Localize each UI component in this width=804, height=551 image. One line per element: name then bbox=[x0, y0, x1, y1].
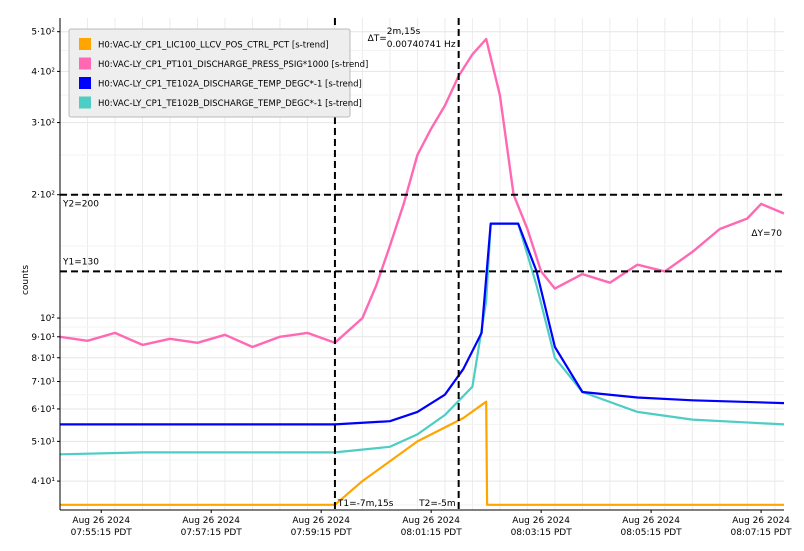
y-tick-label: 4·10¹ bbox=[31, 477, 55, 487]
cursor-y2-label: Y2=200 bbox=[62, 200, 99, 210]
cursor-t2-label: T2=-5m bbox=[418, 499, 456, 509]
delta-t-frequency: 0.00740741 Hz bbox=[387, 40, 456, 50]
x-tick-time: 07:57:15 PDT bbox=[181, 528, 243, 538]
legend-swatch bbox=[79, 57, 91, 70]
series-line-0 bbox=[60, 400, 784, 506]
y-tick-label: 2·10² bbox=[31, 191, 55, 201]
y-tick-label: 7·10¹ bbox=[31, 378, 55, 388]
x-tick-time: 07:59:15 PDT bbox=[291, 528, 353, 538]
y-tick-label: 3·10² bbox=[31, 119, 55, 129]
y-tick-label: 9·10¹ bbox=[31, 333, 55, 343]
legend-swatch bbox=[79, 77, 91, 89]
x-tick-date: Aug 26 2024 bbox=[732, 516, 790, 526]
legend-box bbox=[68, 28, 351, 118]
legend-swatch bbox=[79, 96, 91, 109]
legend-label: H0:VAC-LY_CP1_TE102A_DISCHARGE_TEMP_DEGC… bbox=[98, 80, 362, 90]
legend-swatch bbox=[79, 38, 91, 50]
y-tick-label: 4·10² bbox=[31, 67, 55, 77]
x-tick-date: Aug 26 2024 bbox=[402, 516, 460, 526]
x-tick-time: 08:05:15 PDT bbox=[621, 528, 683, 538]
y-tick-label: 5·10¹ bbox=[31, 437, 55, 447]
delta-t-prefix: ΔT= bbox=[368, 34, 387, 44]
legend[interactable]: H0:VAC-LY_CP1_LIC100_LLCV_POS_CTRL_PCT [… bbox=[68, 28, 368, 118]
x-tick-time: 08:03:15 PDT bbox=[511, 528, 573, 538]
y-axis-label: counts bbox=[21, 265, 31, 295]
series-layer bbox=[59, 37, 785, 506]
axes-layer: 4·10¹ 5·10¹ 6·10¹ 7·10¹ 8·10¹ 9·10¹ 10² 2·10² 3·… bbox=[31, 18, 792, 538]
x-tick-date: Aug 26 2024 bbox=[622, 516, 680, 526]
y-tick-label: 8·10¹ bbox=[31, 354, 55, 364]
x-tick-date: Aug 26 2024 bbox=[512, 516, 570, 526]
x-tick-time: 08:01:15 PDT bbox=[401, 528, 463, 538]
x-tick-date: Aug 26 2024 bbox=[182, 516, 240, 526]
x-tick-date: Aug 26 2024 bbox=[292, 516, 350, 526]
cursor-y1-label: Y1=130 bbox=[62, 257, 99, 267]
legend-label: H0:VAC-LY_CP1_LIC100_LLCV_POS_CTRL_PCT [… bbox=[98, 41, 329, 51]
legend-label: H0:VAC-LY_CP1_TE102B_DISCHARGE_TEMP_DEGC… bbox=[98, 99, 362, 109]
cursor-t1-label: T1=-7m,15s bbox=[337, 499, 394, 509]
x-tick-time: 08:07:15 PDT bbox=[731, 528, 793, 538]
series-line-1 bbox=[59, 37, 785, 349]
delta-y-label: ΔY=70 bbox=[751, 229, 782, 239]
y-tick-label: 5·10² bbox=[31, 28, 55, 38]
series-line-2 bbox=[60, 222, 785, 426]
delta-t-value: 2m,15s bbox=[387, 27, 421, 37]
y-tick-label: 6·10¹ bbox=[31, 405, 55, 415]
y-tick-label: 10² bbox=[40, 314, 55, 324]
x-tick-time: 07:55:15 PDT bbox=[71, 528, 133, 538]
legend-label: H0:VAC-LY_CP1_PT101_DISCHARGE_PRESS_PSIG… bbox=[98, 60, 368, 70]
series-line-3 bbox=[59, 222, 785, 456]
x-tick-date: Aug 26 2024 bbox=[72, 516, 130, 526]
